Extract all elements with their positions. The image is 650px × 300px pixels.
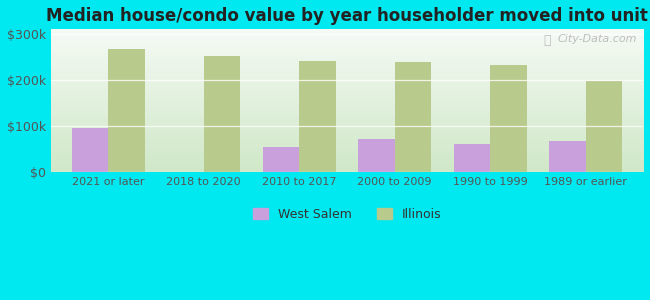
Bar: [490, 65, 526, 172]
Text: City-Data.com: City-Data.com: [558, 34, 637, 44]
Bar: [549, 141, 586, 172]
Bar: [299, 61, 335, 172]
Bar: [454, 144, 490, 172]
Bar: [586, 81, 622, 172]
Legend: West Salem, Illinois: West Salem, Illinois: [248, 203, 447, 226]
Bar: [72, 128, 109, 172]
Bar: [395, 61, 431, 172]
Bar: [358, 139, 395, 172]
Bar: [203, 56, 240, 172]
Title: Median house/condo value by year householder moved into unit: Median house/condo value by year househo…: [46, 7, 648, 25]
Bar: [263, 147, 299, 172]
Text: ⓘ: ⓘ: [544, 34, 551, 46]
Bar: [109, 49, 144, 172]
